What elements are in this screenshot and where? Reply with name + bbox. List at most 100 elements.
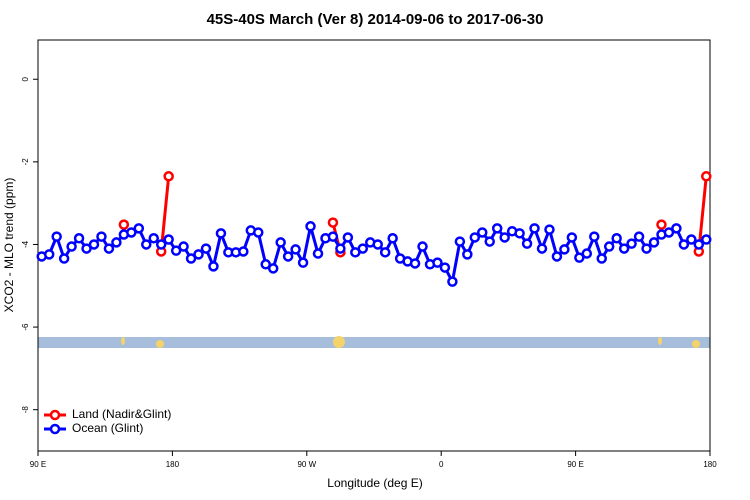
data-point <box>88 239 100 250</box>
data-point <box>387 233 398 244</box>
data-point <box>663 227 675 238</box>
data-point <box>148 233 159 244</box>
x-tick-label: 90 E <box>30 460 46 469</box>
data-point <box>701 171 712 182</box>
data-point <box>260 259 271 270</box>
data-point <box>155 239 167 250</box>
data-point <box>267 263 279 274</box>
data-point <box>551 251 563 262</box>
data-point <box>96 231 107 242</box>
data-point <box>51 231 62 242</box>
land-spot <box>658 337 662 345</box>
data-point <box>253 227 264 238</box>
data-point <box>327 217 339 228</box>
data-point <box>559 244 570 255</box>
data-point <box>611 233 622 244</box>
data-point <box>678 239 690 250</box>
series-line <box>697 176 708 252</box>
data-point <box>529 223 540 234</box>
data-point <box>589 231 600 242</box>
data-point <box>701 234 712 245</box>
data-point <box>484 236 495 247</box>
data-point <box>499 232 510 243</box>
data-point <box>342 232 354 243</box>
data-point <box>581 248 593 259</box>
data-point <box>193 249 204 260</box>
data-point <box>693 239 705 250</box>
data-point <box>633 231 645 242</box>
data-point <box>81 243 92 254</box>
data-point <box>111 237 122 248</box>
data-point <box>163 234 174 245</box>
data-point <box>290 244 301 255</box>
data-point <box>618 243 630 254</box>
data-point <box>574 252 585 263</box>
data-point <box>43 249 55 260</box>
data-point <box>447 276 458 287</box>
x-tick-label: 180 <box>703 460 717 469</box>
y-tick-label: -2 <box>21 158 30 166</box>
data-point <box>514 228 525 239</box>
data-point <box>275 237 286 248</box>
data-point <box>66 241 77 252</box>
series-line <box>41 224 708 287</box>
data-point <box>282 251 294 262</box>
legend-marker <box>49 423 61 435</box>
y-tick-label: -4 <box>21 240 30 248</box>
y-tick-label: -8 <box>21 406 30 414</box>
data-point <box>656 219 667 230</box>
legend-label: Land (Nadir&Glint) <box>72 407 171 421</box>
data-point <box>372 239 383 250</box>
data-point <box>118 219 130 230</box>
chart-title: 45S-40S March (Ver 8) 2014-09-06 to 2017… <box>207 11 544 28</box>
plot-frame <box>37 39 711 452</box>
data-point <box>409 258 421 269</box>
data-point <box>133 223 145 234</box>
y-axis-label: XCO2 - MLO trend (ppm) <box>2 178 16 313</box>
data-point <box>312 248 324 259</box>
data-point <box>469 232 481 243</box>
data-point <box>454 236 466 247</box>
data-point <box>491 223 503 234</box>
data-point <box>536 243 548 254</box>
land-spot <box>156 340 164 348</box>
data-point <box>126 227 137 238</box>
legend-marker <box>49 409 61 421</box>
data-point <box>103 243 115 254</box>
data-point <box>544 224 555 235</box>
x-axis-label: Longitude (deg E) <box>327 476 422 490</box>
data-point <box>379 247 391 258</box>
x-tick-label: 90 W <box>297 460 316 469</box>
data-point <box>648 237 660 248</box>
land-spot <box>121 337 125 345</box>
data-point <box>170 245 182 256</box>
land-spot <box>692 340 700 348</box>
data-point <box>641 243 652 254</box>
data-point <box>163 171 174 182</box>
data-point <box>603 241 615 252</box>
x-tick-label: 0 <box>439 460 444 469</box>
data-point <box>208 261 219 272</box>
data-point <box>141 239 152 250</box>
data-point <box>178 241 189 252</box>
data-point <box>305 221 316 232</box>
data-point <box>327 231 339 242</box>
data-point <box>335 243 346 254</box>
data-point <box>439 262 451 273</box>
x-tick-label: 90 E <box>567 460 583 469</box>
y-tick-label: 0 <box>21 76 30 81</box>
data-point <box>462 249 473 260</box>
data-point <box>185 253 197 264</box>
data-point <box>432 257 443 268</box>
series-line <box>159 176 171 252</box>
data-point <box>215 228 227 239</box>
data-point <box>626 238 637 249</box>
data-point <box>566 232 578 243</box>
ocean-strip <box>38 337 710 348</box>
data-point <box>200 243 212 254</box>
data-point <box>671 223 682 234</box>
data-point <box>297 257 309 268</box>
data-point <box>686 234 697 245</box>
